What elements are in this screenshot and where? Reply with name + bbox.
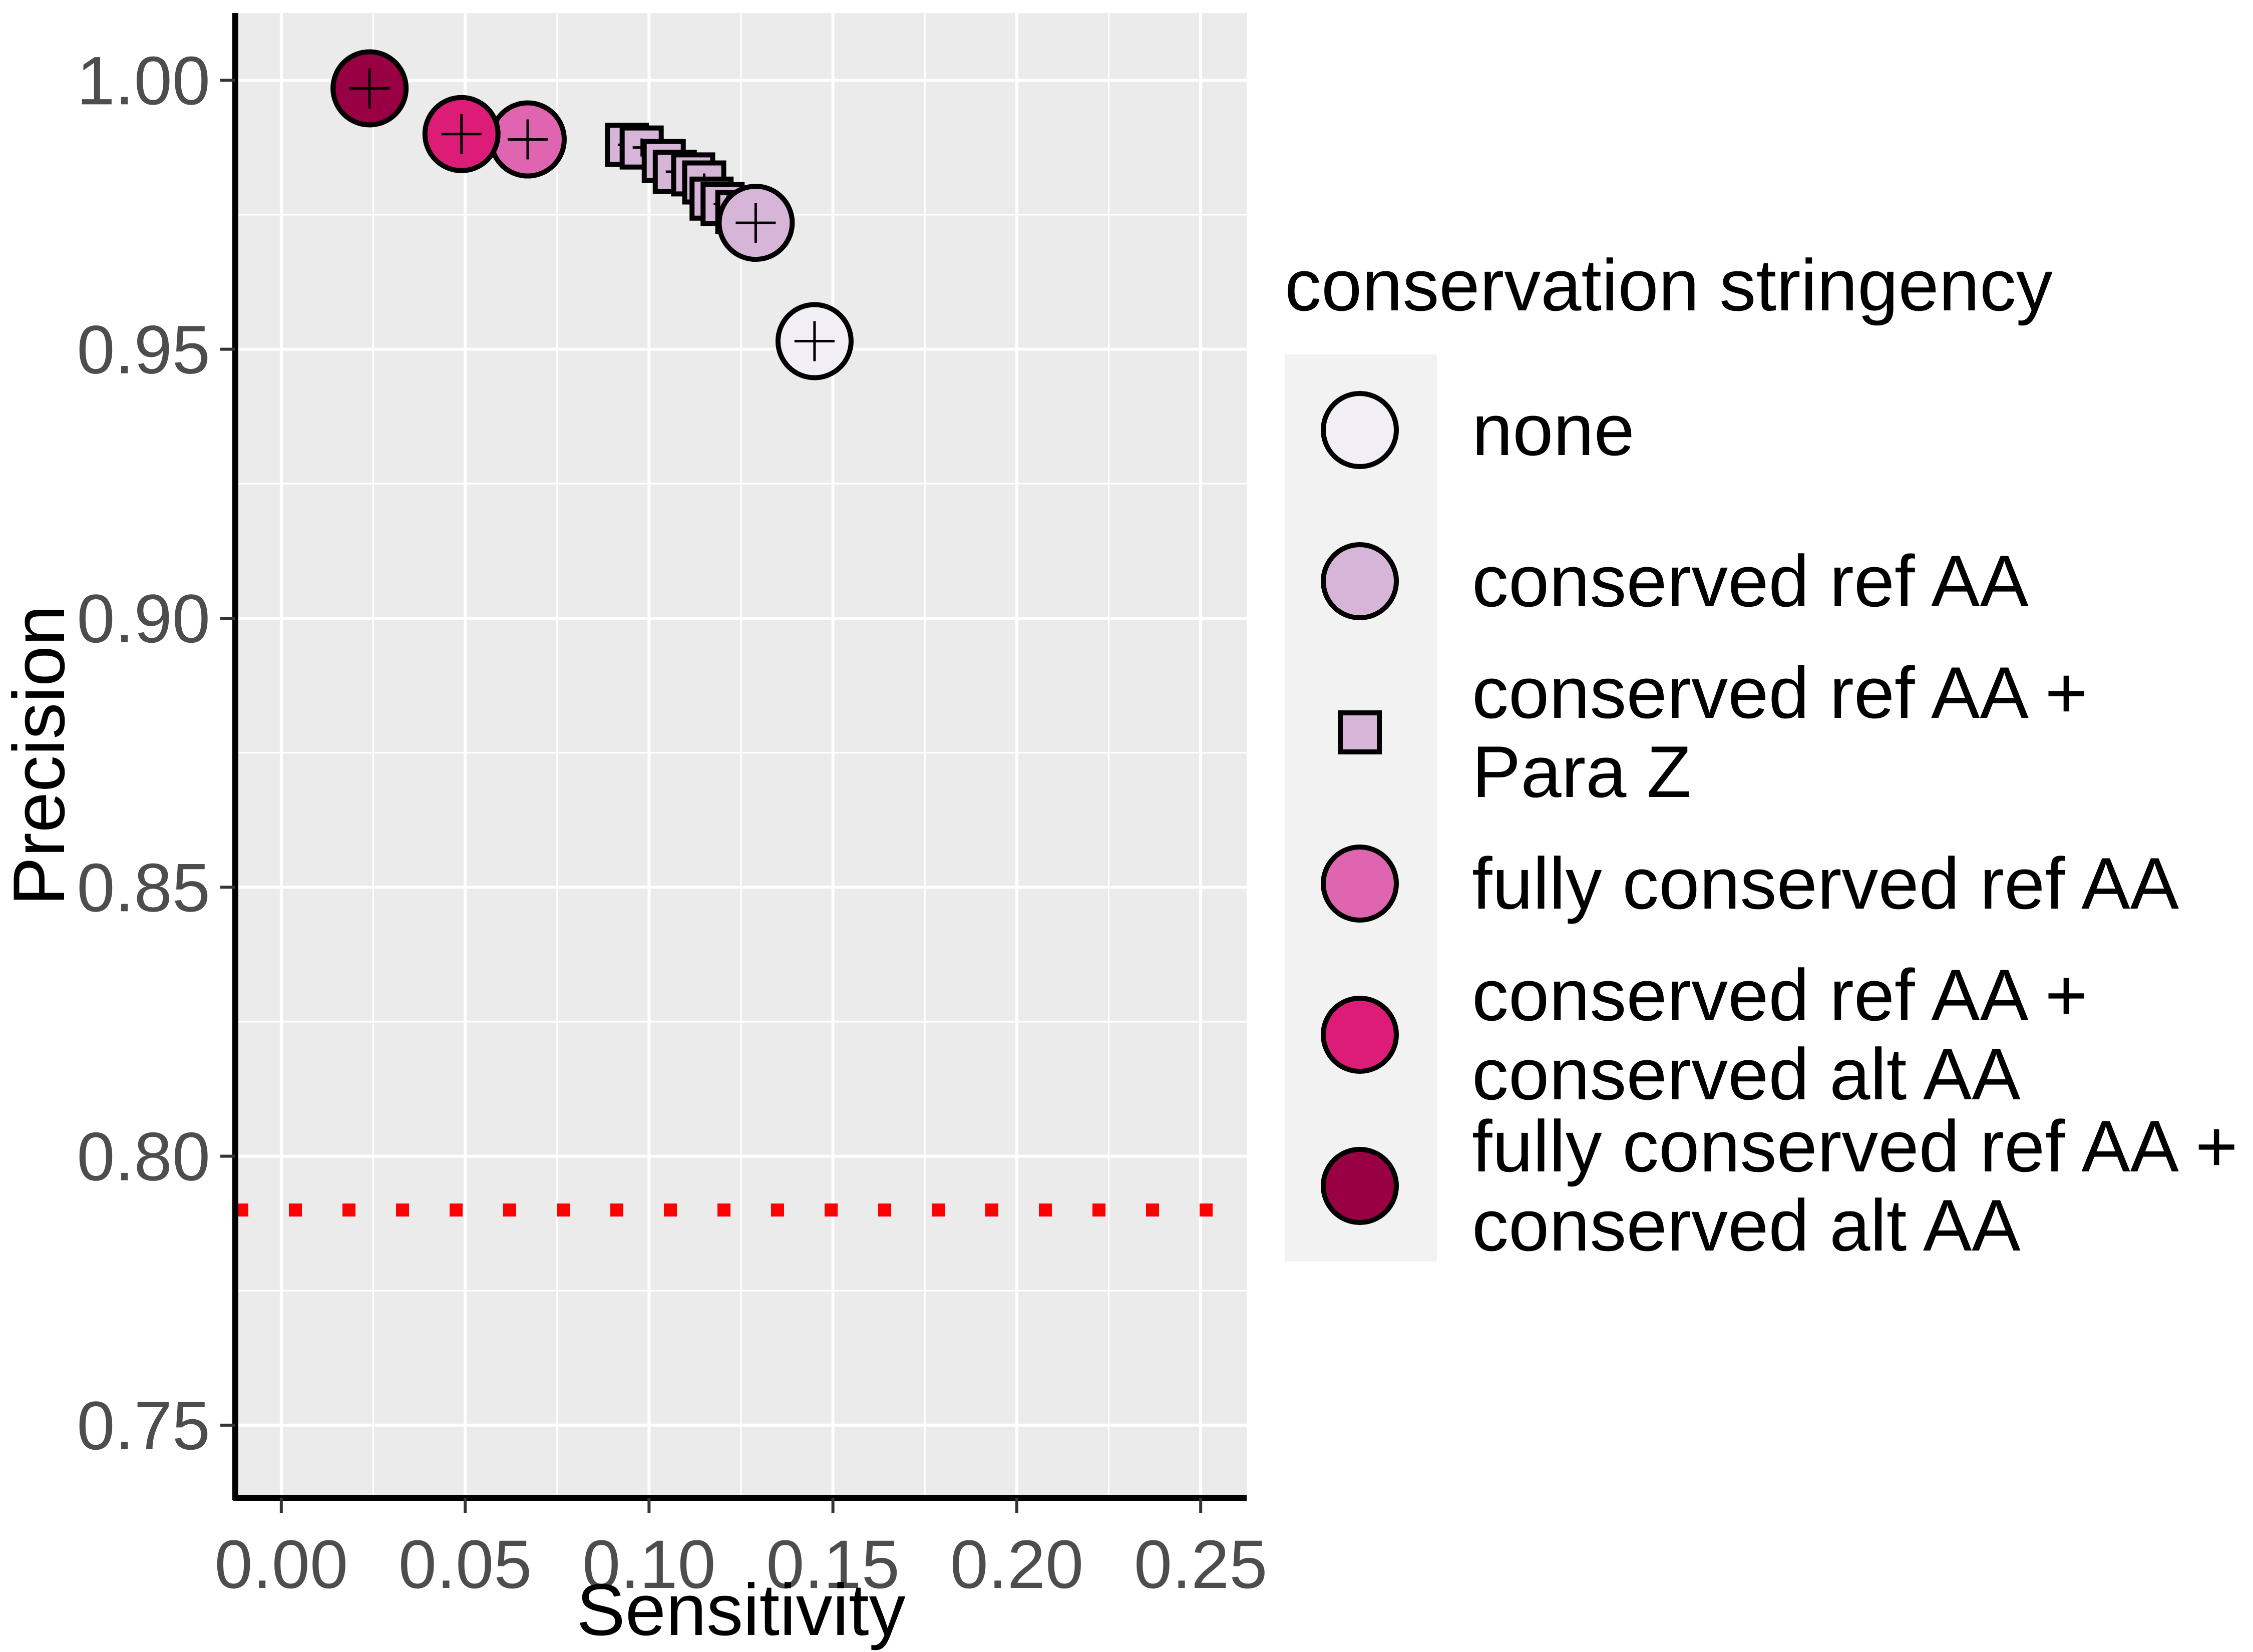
- legend-label: fully conserved ref AA +: [1472, 1105, 2238, 1187]
- data-points: [330, 49, 854, 380]
- legend-label: conserved ref AA: [1472, 540, 2029, 622]
- legend-item: conserved ref AA +Para Z: [1338, 652, 2088, 812]
- legend-square-swatch: [1338, 710, 1382, 754]
- data-point: [488, 100, 567, 179]
- legend-circle-swatch: [1321, 1147, 1399, 1225]
- legend-item: none: [1321, 389, 1635, 471]
- tick-labels: 0.00 0.05 0.10 0.15 0.20 0.25 0.75 0.80 0.85 0.90…: [77, 43, 1267, 1603]
- legend-key-background: [1285, 354, 1437, 1262]
- x-tick-label: 0.05: [399, 1526, 532, 1603]
- legend-circle-swatch: [1321, 996, 1399, 1074]
- y-tick-label: 0.95: [77, 312, 210, 388]
- legend-label: conserved ref AA +: [1472, 652, 2088, 733]
- x-tick-label: 0.00: [214, 1526, 348, 1603]
- y-axis-title: Precision: [0, 605, 80, 906]
- y-tick-label: 0.75: [77, 1388, 210, 1464]
- x-tick-label: 0.20: [950, 1526, 1084, 1603]
- legend-label: conserved alt AA: [1472, 1184, 2021, 1266]
- legend-label: Para Z: [1472, 731, 1691, 812]
- axes: [220, 13, 1247, 1513]
- legend-title: conservation stringency: [1285, 244, 2053, 326]
- data-point: [775, 302, 854, 380]
- x-tick-label: 0.25: [1134, 1526, 1268, 1603]
- x-axis-title: Sensitivity: [576, 1569, 905, 1650]
- legend-label: none: [1472, 389, 1635, 471]
- data-point: [716, 184, 795, 262]
- legend-circle-swatch: [1321, 845, 1399, 923]
- legend-item: conserved ref AA +conserved alt AA: [1321, 954, 2088, 1115]
- x-tick-label: 0.15: [766, 1526, 900, 1603]
- legend-label: conserved ref AA +: [1472, 954, 2088, 1036]
- data-point: [422, 95, 501, 173]
- y-tick-label: 1.00: [77, 43, 210, 119]
- legend-item: conserved ref AA: [1321, 540, 2029, 622]
- legend-label: fully conserved ref AA: [1472, 843, 2179, 924]
- legend-circle-swatch: [1321, 542, 1399, 620]
- x-tick-label: 0.10: [582, 1526, 716, 1603]
- y-tick-label: 0.85: [77, 850, 210, 926]
- y-tick-label: 0.80: [77, 1119, 210, 1195]
- y-tick-label: 0.90: [77, 581, 210, 657]
- data-point: [330, 49, 409, 128]
- legend-label: conserved alt AA: [1472, 1033, 2021, 1115]
- legend-item: fully conserved ref AA: [1321, 843, 2179, 924]
- legend-circle-swatch: [1321, 391, 1399, 469]
- legend-item: fully conserved ref AA +conserved alt AA: [1321, 1105, 2238, 1266]
